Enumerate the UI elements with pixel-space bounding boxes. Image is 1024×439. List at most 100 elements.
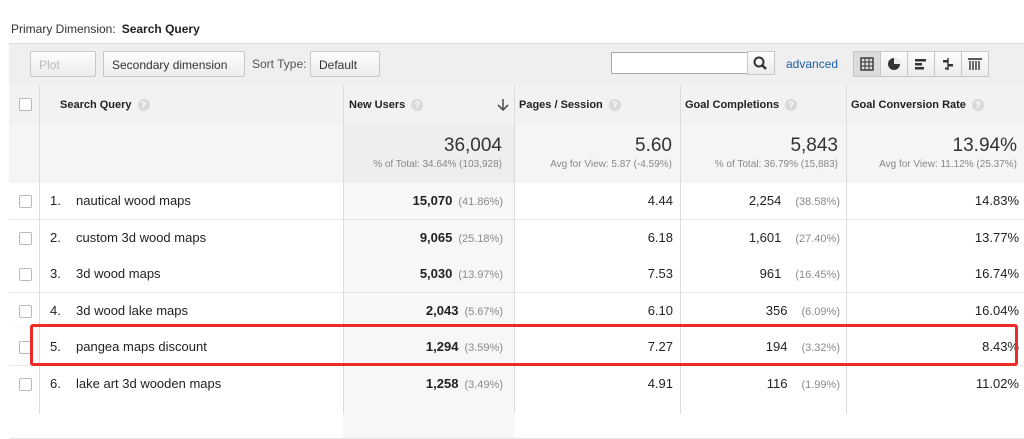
table-row: 6. lake art 3d wooden maps 1,258 (3.49%) 4.9… <box>9 366 1024 403</box>
new-users-value: 1,294 <box>425 339 459 354</box>
totals-row <box>9 125 1024 184</box>
goal-completions-value: 116 <box>766 376 788 391</box>
help-icon[interactable]: ? <box>411 99 424 112</box>
bar-view-icon <box>915 59 926 70</box>
pages-session-cell: 6.10 <box>647 303 673 318</box>
row-index: 2. <box>50 230 61 245</box>
total-subtext: Avg for View: 5.87 (-4.59%) <box>550 159 672 170</box>
goal-completions-percent: (6.09%) <box>801 306 840 318</box>
goal-conversion-cell: 8.43% <box>982 339 1019 354</box>
comparison-view-icon <box>943 58 953 70</box>
goal-completions-cell: 961 (16.45%) <box>680 256 840 293</box>
pages-session-cell: 4.91 <box>647 376 673 391</box>
pages-session-cell: 7.53 <box>647 266 673 281</box>
goal-completions-value: 961 <box>759 266 782 281</box>
new-users-percent: (13.97%) <box>458 269 503 281</box>
table-row: 2. custom 3d wood maps 9,065 (25.18%) 6.18 1,… <box>9 220 1024 257</box>
total-goal-completions: 5,843 % of Total: 36.79% (15,883) <box>680 135 838 170</box>
help-icon[interactable]: ? <box>785 99 798 112</box>
secondary-dimension-label: Secondary dimension <box>112 58 228 72</box>
search-query-link[interactable]: 3d wood maps <box>76 266 161 281</box>
search-button[interactable] <box>747 51 775 75</box>
column-header-new-users[interactable]: New Users? <box>349 85 509 125</box>
total-new-users: 36,004 % of Total: 34.64% (103,928) <box>343 135 502 170</box>
new-users-cell: 1,258 (3.49%) <box>343 366 503 403</box>
search-input[interactable] <box>611 52 748 74</box>
goal-conversion-cell: 14.83% <box>974 193 1019 208</box>
pages-session-cell: 7.27 <box>647 339 673 354</box>
table-row-partial <box>9 402 1024 439</box>
pages-session-cell: 4.44 <box>647 193 673 208</box>
total-value: 36,004 <box>443 135 502 156</box>
primary-dimension-label: Primary Dimension: <box>11 22 116 36</box>
bar-view-button[interactable] <box>907 51 935 77</box>
highlight-box <box>30 324 1018 366</box>
sort-descending-icon <box>497 99 509 112</box>
column-header-goal-conversion-rate[interactable]: Goal Conversion Rate? <box>851 85 984 125</box>
table-row: 5. pangea maps discount 1,294 (3.59%) 7.27 19… <box>9 329 1024 366</box>
search-query-link[interactable]: 3d wood lake maps <box>76 303 189 318</box>
goal-completions-value: 356 <box>765 303 788 318</box>
new-users-cell: 15,070 (41.86%) <box>343 183 503 220</box>
row-checkbox[interactable] <box>19 305 32 318</box>
new-users-percent: (25.18%) <box>458 233 503 245</box>
row-index: 1. <box>50 193 61 208</box>
new-users-percent: (5.67%) <box>464 306 503 318</box>
goal-completions-value: 194 <box>765 339 788 354</box>
goal-completions-cell: 356 (6.09%) <box>680 293 840 330</box>
search-query-link[interactable]: custom 3d wood maps <box>76 230 207 245</box>
new-users-cell-bg <box>343 402 514 438</box>
goal-completions-cell: 2,254 (38.58%) <box>680 183 840 220</box>
search-query-link[interactable]: lake art 3d wooden maps <box>76 376 222 391</box>
row-checkbox[interactable] <box>19 232 32 245</box>
advanced-link[interactable]: advanced <box>786 57 839 71</box>
row-index: 5. <box>50 339 61 354</box>
table-row: 4. 3d wood lake maps 2,043 (5.67%) 6.10 356 (6… <box>9 293 1024 330</box>
total-value: 13.94% <box>952 135 1017 156</box>
row-checkbox[interactable] <box>19 195 32 208</box>
goal-completions-cell: 1,601 (27.40%) <box>680 220 840 257</box>
plot-rows-button[interactable]: Plot Rows <box>30 51 96 98</box>
column-label: Pages / Session <box>519 99 603 111</box>
table-header <box>9 85 1024 126</box>
new-users-cell-bg <box>343 329 514 365</box>
column-header-search-query[interactable]: Search Query? <box>60 85 150 125</box>
comparison-view-button[interactable] <box>934 51 962 77</box>
new-users-cell: 9,065 (25.18%) <box>343 220 503 257</box>
goal-completions-percent: (16.45%) <box>795 269 840 281</box>
search-query-link[interactable]: pangea maps discount <box>76 339 207 354</box>
table-view-icon <box>860 57 874 71</box>
column-label: New Users <box>349 99 406 111</box>
row-checkbox[interactable] <box>19 378 32 391</box>
pivot-view-button[interactable] <box>961 51 989 77</box>
new-users-percent: (41.86%) <box>458 196 503 208</box>
help-icon[interactable]: ? <box>608 99 621 112</box>
secondary-dimension-dropdown[interactable]: Secondary dimension <box>103 51 245 95</box>
new-users-percent: (3.49%) <box>464 379 503 391</box>
table-view-button[interactable] <box>853 51 881 77</box>
help-icon[interactable]: ? <box>137 99 150 112</box>
column-header-pages-session[interactable]: Pages / Session? <box>519 85 621 125</box>
new-users-cell-bg <box>343 256 514 292</box>
row-index: 4. <box>50 303 61 318</box>
column-divider <box>680 85 681 414</box>
sort-type-label: Sort Type: <box>252 57 307 71</box>
new-users-cell-bg <box>343 366 514 402</box>
search-query-link[interactable]: nautical wood maps <box>76 193 191 208</box>
new-users-value: 15,070 <box>412 193 453 208</box>
goal-completions-percent: (1.99%) <box>801 379 840 391</box>
help-icon[interactable]: ? <box>971 99 984 112</box>
select-all-checkbox[interactable] <box>19 98 32 111</box>
total-value: 5,843 <box>790 135 838 156</box>
view-switcher <box>853 51 989 77</box>
column-header-goal-completions[interactable]: Goal Completions? <box>685 85 798 125</box>
table-row: 1. nautical wood maps 15,070 (41.86%) 4.44 2,… <box>9 183 1024 220</box>
primary-dimension-value[interactable]: Search Query <box>121 22 200 36</box>
pie-view-button[interactable] <box>880 51 908 77</box>
total-value: 5.60 <box>635 135 672 156</box>
table-row: 3. 3d wood maps 5,030 (13.97%) 7.53 961 (16.45… <box>9 256 1024 293</box>
sort-type-dropdown[interactable]: Default <box>310 51 380 95</box>
new-users-value: 5,030 <box>419 266 453 281</box>
pie-view-icon <box>888 58 900 70</box>
row-checkbox[interactable] <box>19 268 32 281</box>
